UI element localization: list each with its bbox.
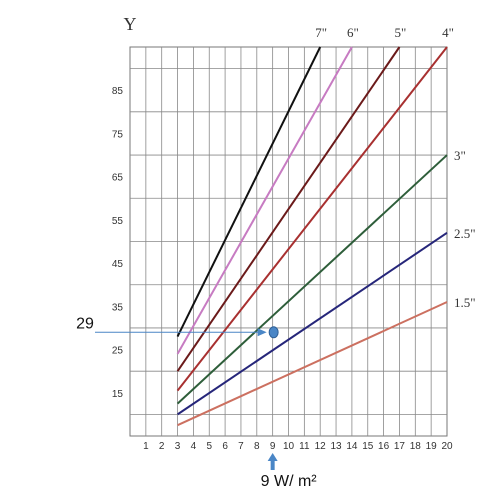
y-tick-label: 35 — [112, 302, 124, 313]
x-tick-label: 12 — [315, 441, 327, 452]
series-labels: 7" 6" 5" 4" 3" 2.5" 1.5" — [315, 25, 475, 310]
y-value-label: 29 — [76, 315, 94, 332]
series-label: 1.5" — [454, 295, 476, 310]
x-value-label: 9 W/ m² — [261, 473, 318, 490]
x-arrow-head — [267, 453, 278, 461]
x-tick-label: 16 — [378, 441, 390, 452]
series-line — [177, 301, 448, 427]
x-value-up-arrow — [267, 453, 278, 470]
y-tick-label: 55 — [112, 216, 124, 227]
y-value-guide-arrowhead — [257, 328, 267, 337]
series-lines — [176, 46, 448, 427]
series-line — [176, 232, 448, 416]
series-line — [176, 46, 353, 355]
series-label: 3" — [454, 148, 466, 163]
x-tick-label: 4 — [191, 441, 197, 452]
series-line — [176, 46, 401, 372]
y-tick-label: 65 — [112, 173, 124, 184]
x-arrow-shaft — [270, 460, 275, 470]
annotations: 29 9 W/ m² — [76, 315, 317, 490]
x-tick-label: 18 — [410, 441, 422, 452]
y-tick-label: 45 — [112, 259, 124, 270]
series-label: 5" — [395, 25, 407, 40]
y-tick-label: 85 — [112, 86, 124, 97]
x-tick-label: 8 — [254, 441, 260, 452]
x-tick-label: 3 — [175, 441, 181, 452]
x-tick-label: 13 — [330, 441, 342, 452]
y-tick-label: 75 — [112, 129, 124, 140]
x-tick-label: 20 — [441, 441, 453, 452]
x-tick-label: 14 — [346, 441, 358, 452]
reading-point-marker — [268, 326, 279, 339]
x-tick-labels: 1 2 3 4 5 6 7 8 9 10 11 12 13 14 15 16 17 18 19 20 — [143, 441, 453, 452]
grid — [129, 46, 448, 437]
x-tick-label: 11 — [299, 441, 310, 452]
series-label: 4" — [442, 25, 454, 40]
x-tick-label: 17 — [394, 441, 406, 452]
series-line — [176, 46, 322, 338]
x-tick-label: 10 — [283, 441, 295, 452]
y-axis-label: Y — [124, 14, 137, 34]
y-tick-label: 25 — [112, 346, 124, 357]
x-tick-label: 9 — [270, 441, 276, 452]
y-tick-label: 15 — [112, 389, 124, 400]
x-tick-label: 2 — [159, 441, 165, 452]
series-label: 6" — [347, 25, 359, 40]
x-tick-label: 1 — [143, 441, 149, 452]
series-label: 2.5" — [454, 226, 476, 241]
series-label: 7" — [315, 25, 327, 40]
x-tick-label: 6 — [222, 441, 228, 452]
x-tick-label: 19 — [426, 441, 438, 452]
x-tick-label: 5 — [206, 441, 212, 452]
x-tick-label: 7 — [238, 441, 244, 452]
y-tick-labels: 15 25 35 45 55 65 75 85 — [112, 86, 124, 400]
series-line — [176, 154, 448, 405]
x-tick-label: 15 — [362, 441, 374, 452]
series-line — [176, 46, 448, 392]
